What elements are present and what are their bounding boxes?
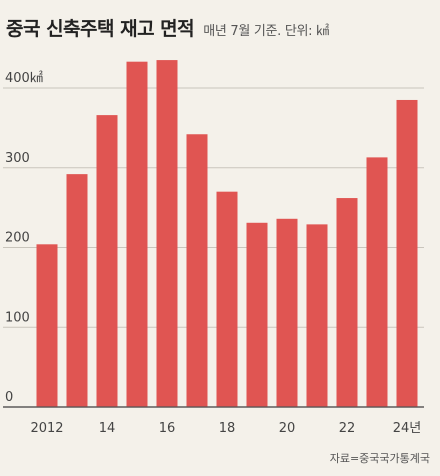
x-tick-label: 18 [219,421,236,436]
y-tick-label: 0 [5,390,13,405]
chart-subtitle: 매년 7월 기준. 단위: ㎢ [203,24,329,39]
bar-2012 [36,244,58,407]
bar-2016 [156,60,178,408]
bar-2019 [246,222,268,407]
bar-2015 [126,61,148,408]
x-tick-label: 14 [99,421,116,436]
chart-header: 중국 신축주택 재고 면적 매년 7월 기준. 단위: ㎢ [6,14,436,41]
bar-2020 [276,218,298,407]
x-tick-label: 20 [279,421,296,436]
y-tick-label: 100 [5,310,30,325]
source-note: 자료=중국국가통계국 [329,452,430,465]
chart-title: 중국 신축주택 재고 면적 [6,18,195,40]
bar-2013 [66,174,88,407]
bar-2024 [396,99,418,408]
bar-2018 [216,191,238,407]
y-tick-label: 400㎢ [5,71,43,86]
y-tick-label: 200 [5,231,30,246]
bar-2017 [186,134,208,407]
x-tick-label: 16 [159,421,176,436]
x-tick-label: 24년 [393,421,422,436]
x-tick-label: 22 [339,421,356,436]
bar-2021 [306,224,328,407]
bar-2022 [336,198,358,407]
bar-2014 [96,115,118,408]
bar-2023 [366,157,388,407]
y-tick-label: 300 [5,151,30,166]
x-tick-label: 2012 [30,421,63,436]
